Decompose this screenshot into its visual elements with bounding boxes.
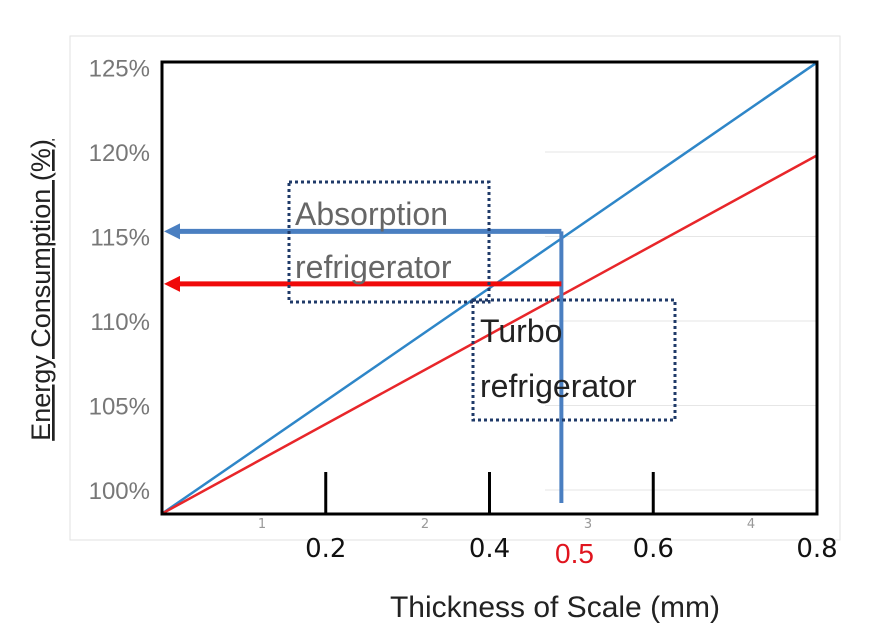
series-line-turbo [161, 154, 818, 515]
minor-label: 3 [584, 517, 592, 532]
x-tick-highlight: 0.5 [555, 538, 594, 569]
chart-frame [69, 35, 841, 541]
minor-label: 2 [421, 517, 429, 532]
minor-label: 1 [258, 517, 266, 532]
y-tick-label: 120% [89, 140, 150, 167]
minor-label: 4 [747, 517, 755, 532]
y-tick-label: 105% [89, 394, 150, 421]
x-tick-label: 0.4 [469, 534, 510, 564]
x-tick-label: 0.2 [305, 534, 346, 564]
arrow-head [164, 275, 180, 292]
y-tick-label: 115% [90, 225, 150, 252]
y-axis-label: Energy Consumption (%) [26, 139, 56, 441]
plot-border [160, 60, 819, 516]
annotation-box-turbo [471, 298, 677, 422]
x-axis-label: Thickness of Scale (mm) [390, 591, 720, 624]
annotation-absorption-line2: refrigerator [295, 249, 452, 285]
annotation-absorption-line1: Absorption [295, 196, 448, 232]
y-tick-label: 100% [89, 478, 150, 505]
y-tick-label: 110% [90, 309, 150, 336]
annotation-turbo-line1: Turbo [480, 313, 562, 349]
x-tick-label: 0.6 [633, 534, 674, 564]
arrow-head [164, 223, 180, 240]
annotation-turbo-line2: refrigerator [480, 368, 637, 404]
x-tick-label: 0.8 [796, 534, 837, 564]
y-tick-label: 125% [89, 56, 150, 83]
annotation-box-absorption [287, 180, 491, 304]
